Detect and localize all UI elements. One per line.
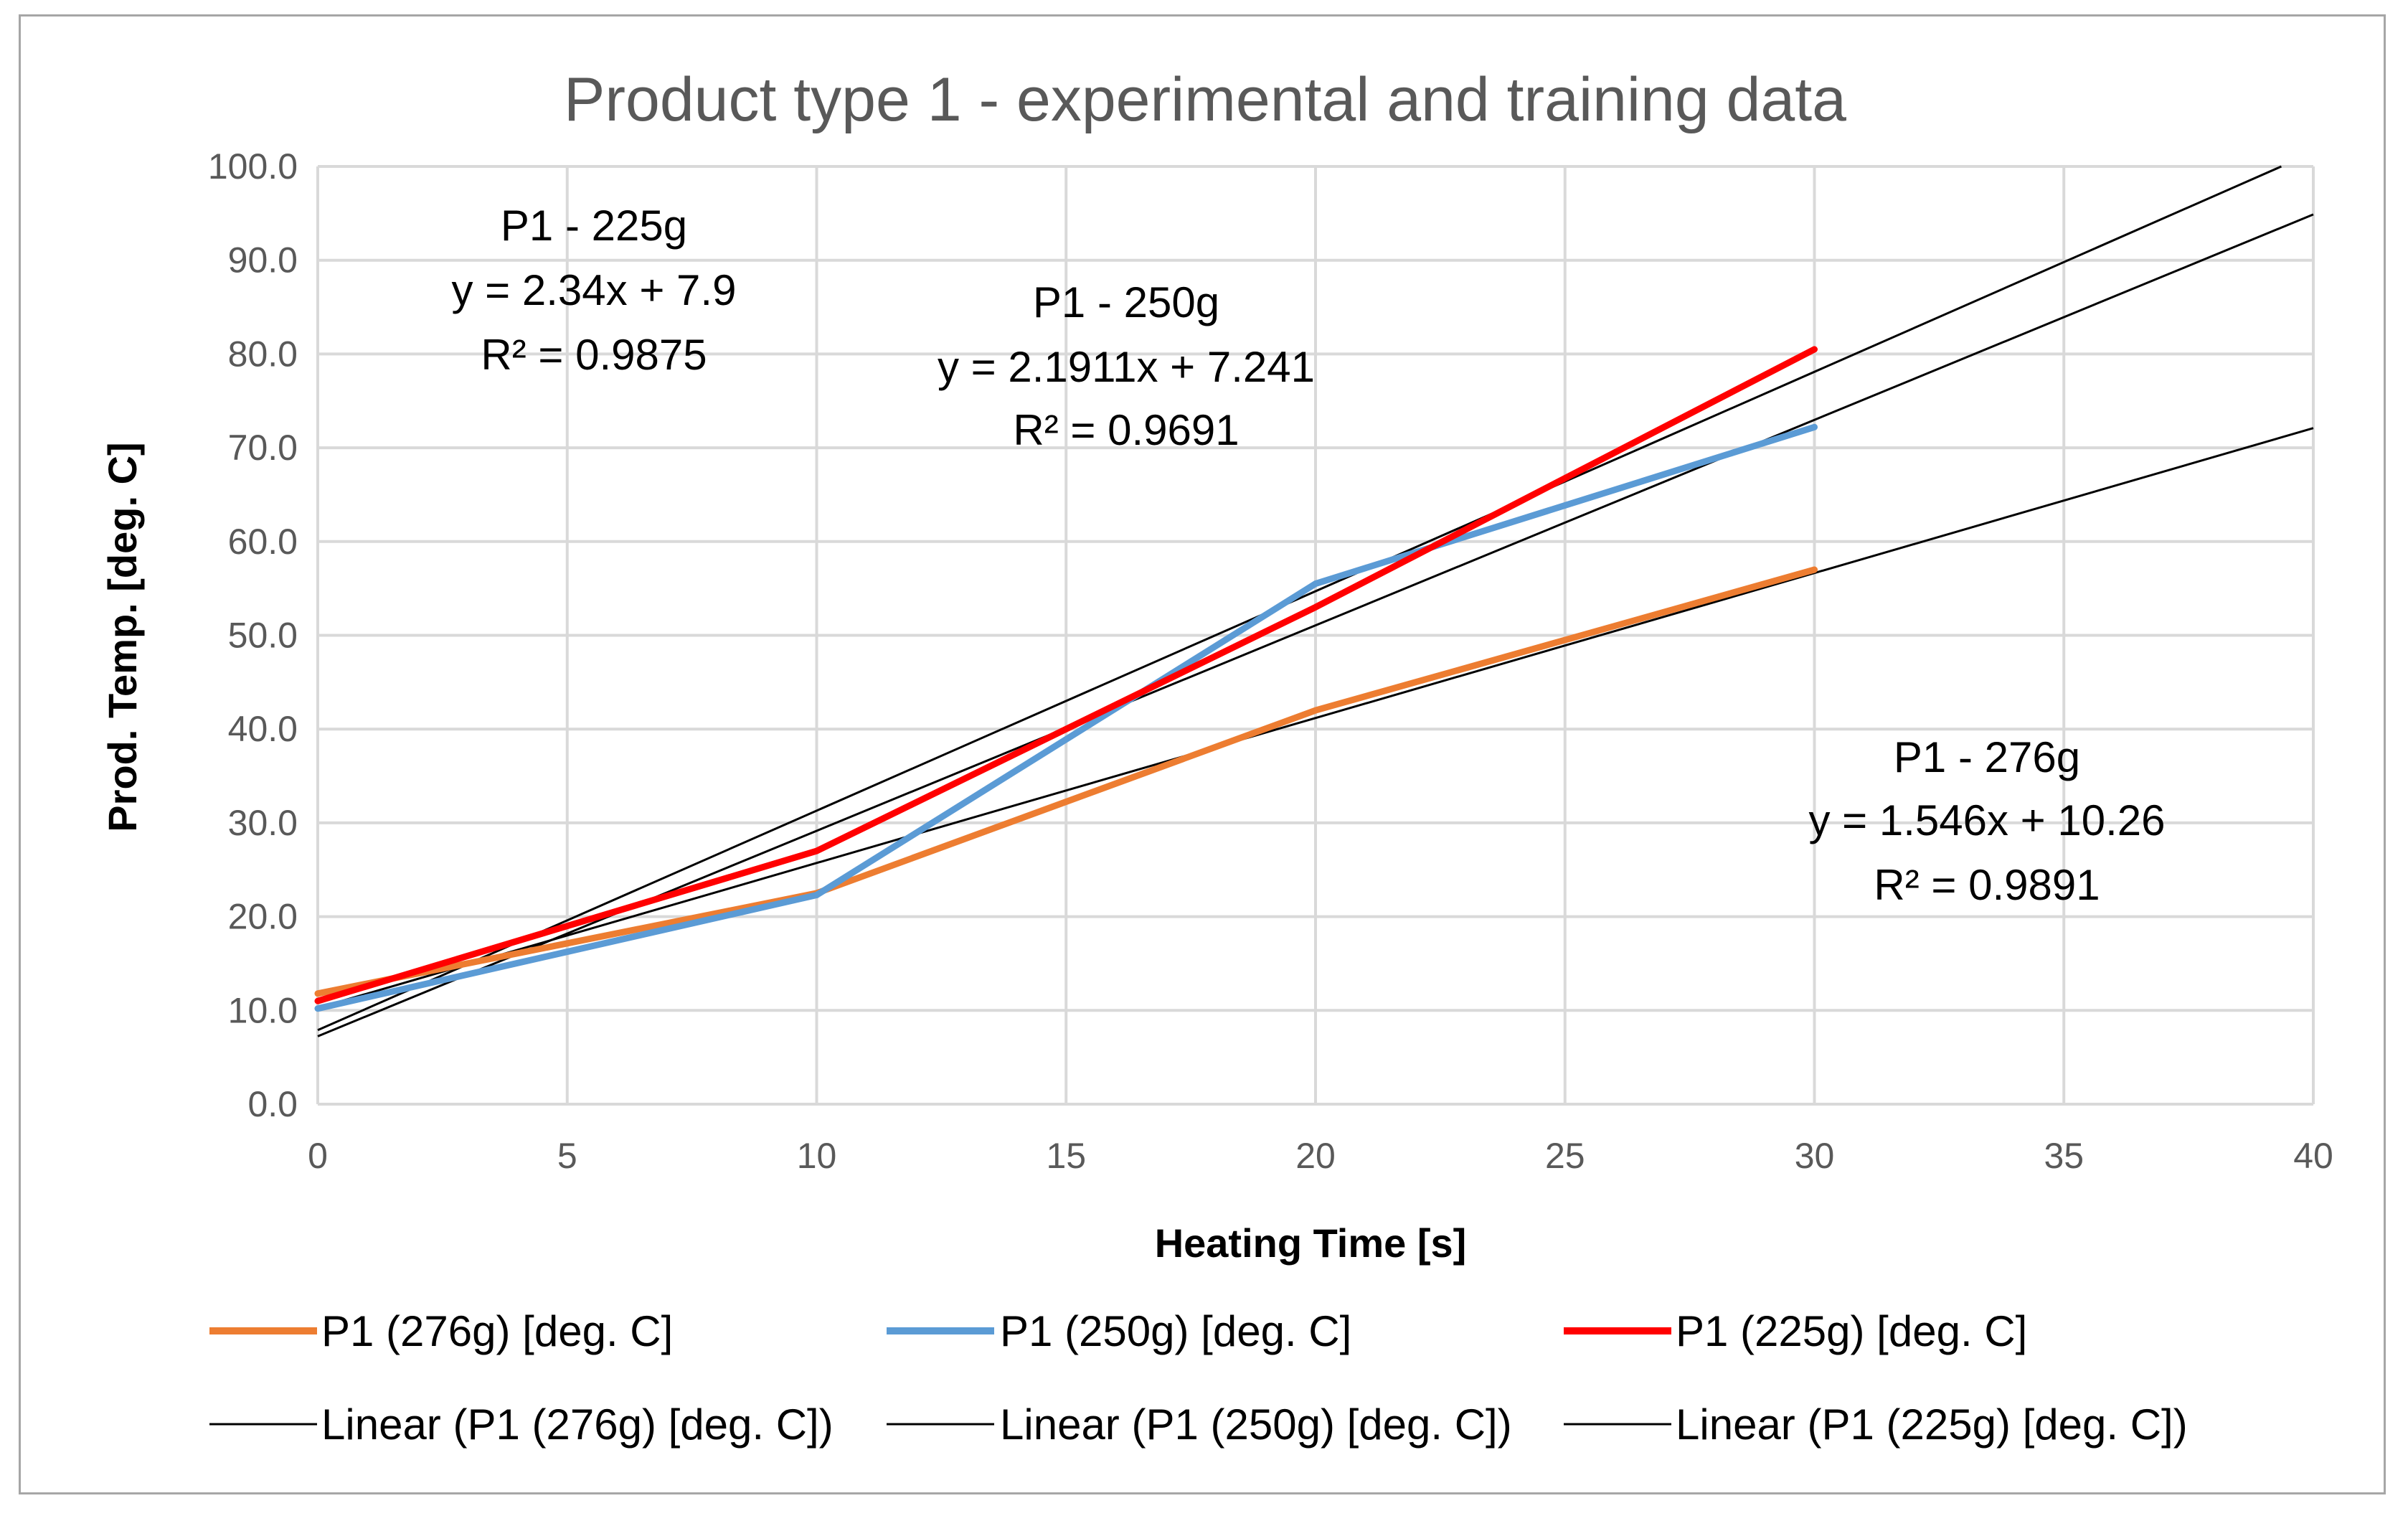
- legend-label-250g: P1 (250g) [deg. C]: [1000, 1307, 1351, 1355]
- legend-item-linear-276g: Linear (P1 (276g) [deg. C]): [209, 1400, 834, 1449]
- trendline-label-250g: P1 - 250g y = 2.1911x + 7.241 R² = 0.969…: [938, 278, 1315, 454]
- x-tick-label: 0: [308, 1136, 328, 1176]
- legend: P1 (276g) [deg. C] P1 (250g) [deg. C] P1…: [209, 1307, 2188, 1449]
- x-tick-label: 20: [1295, 1136, 1336, 1176]
- trendline-label-225g-equation: y = 2.34x + 7.9: [452, 266, 737, 314]
- trendline-label-276g-equation: y = 1.546x + 10.26: [1808, 796, 2165, 844]
- x-axis-label: Heating Time [s]: [1155, 1220, 1467, 1266]
- y-tick-label: 20.0: [228, 897, 298, 937]
- legend-item-linear-250g: Linear (P1 (250g) [deg. C]): [887, 1400, 1512, 1449]
- x-tick-label: 30: [1795, 1136, 1835, 1176]
- legend-item-250g: P1 (250g) [deg. C]: [887, 1307, 1351, 1355]
- y-tick-label: 40.0: [228, 709, 298, 749]
- legend-item-linear-225g: Linear (P1 (225g) [deg. C]): [1564, 1400, 2188, 1449]
- data-point: [816, 850, 817, 852]
- legend-item-225g: P1 (225g) [deg. C]: [1564, 1307, 2027, 1355]
- x-tick-label: 15: [1046, 1136, 1086, 1176]
- y-tick-label: 60.0: [228, 522, 298, 562]
- trendline-label-225g: P1 - 225g y = 2.34x + 7.9 R² = 0.9875: [452, 202, 737, 379]
- legend-label-linear-276g: Linear (P1 (276g) [deg. C]): [321, 1400, 834, 1449]
- trendline-label-225g-r2: R² = 0.9875: [481, 331, 707, 379]
- y-tick-label: 0.0: [247, 1084, 298, 1124]
- series-line-1: [314, 423, 1818, 1012]
- legend-label-linear-225g: Linear (P1 (225g) [deg. C]): [1676, 1400, 2188, 1449]
- series-line-0: [314, 566, 1818, 997]
- grid: [316, 165, 2315, 1106]
- trendline-label-250g-title: P1 - 250g: [1033, 278, 1219, 326]
- trendline-label-250g-r2: R² = 0.9691: [1013, 406, 1239, 454]
- legend-label-276g: P1 (276g) [deg. C]: [321, 1307, 673, 1355]
- trendline-0: [317, 427, 2314, 1009]
- trendline-label-225g-title: P1 - 225g: [501, 202, 687, 250]
- x-tick-label: 25: [1545, 1136, 1585, 1176]
- trendline-2: [317, 165, 2282, 1032]
- trendline-label-276g-title: P1 - 276g: [1894, 733, 2080, 781]
- y-tick-label: 10.0: [228, 990, 298, 1030]
- legend-label-225g: P1 (225g) [deg. C]: [1676, 1307, 2027, 1355]
- y-tick-label: 80.0: [228, 334, 298, 374]
- y-tick-label: 70.0: [228, 428, 298, 468]
- x-tick-label: 5: [557, 1136, 577, 1176]
- data-point: [1814, 426, 1815, 428]
- y-tick-label: 30.0: [228, 803, 298, 843]
- y-tick-label: 90.0: [228, 240, 298, 281]
- y-tick-label: 50.0: [228, 616, 298, 656]
- trendline-label-276g-r2: R² = 0.9891: [1874, 861, 2100, 909]
- x-tick-label: 10: [797, 1136, 837, 1176]
- legend-item-276g: P1 (276g) [deg. C]: [209, 1307, 673, 1355]
- series-line-2: [314, 346, 1818, 1004]
- trendline-label-276g: P1 - 276g y = 1.546x + 10.26 R² = 0.9891: [1808, 733, 2165, 909]
- y-axis-label: Prod. Temp. [deg. C]: [100, 442, 145, 832]
- x-tick-label: 40: [2293, 1136, 2333, 1176]
- legend-label-linear-250g: Linear (P1 (250g) [deg. C]): [1000, 1400, 1512, 1449]
- chart-title: Product type 1 - experimental and traini…: [564, 65, 1846, 134]
- x-tick-label: 35: [2044, 1136, 2084, 1176]
- axes: 0.0 10.0 20.0 30.0 40.0 50.0 60.0 70.0 80.0 90.0 1…: [208, 146, 2333, 1176]
- y-tick-label: 100.0: [208, 146, 298, 187]
- series: [314, 346, 1818, 1012]
- trendline-label-250g-equation: y = 2.1911x + 7.241: [938, 343, 1315, 391]
